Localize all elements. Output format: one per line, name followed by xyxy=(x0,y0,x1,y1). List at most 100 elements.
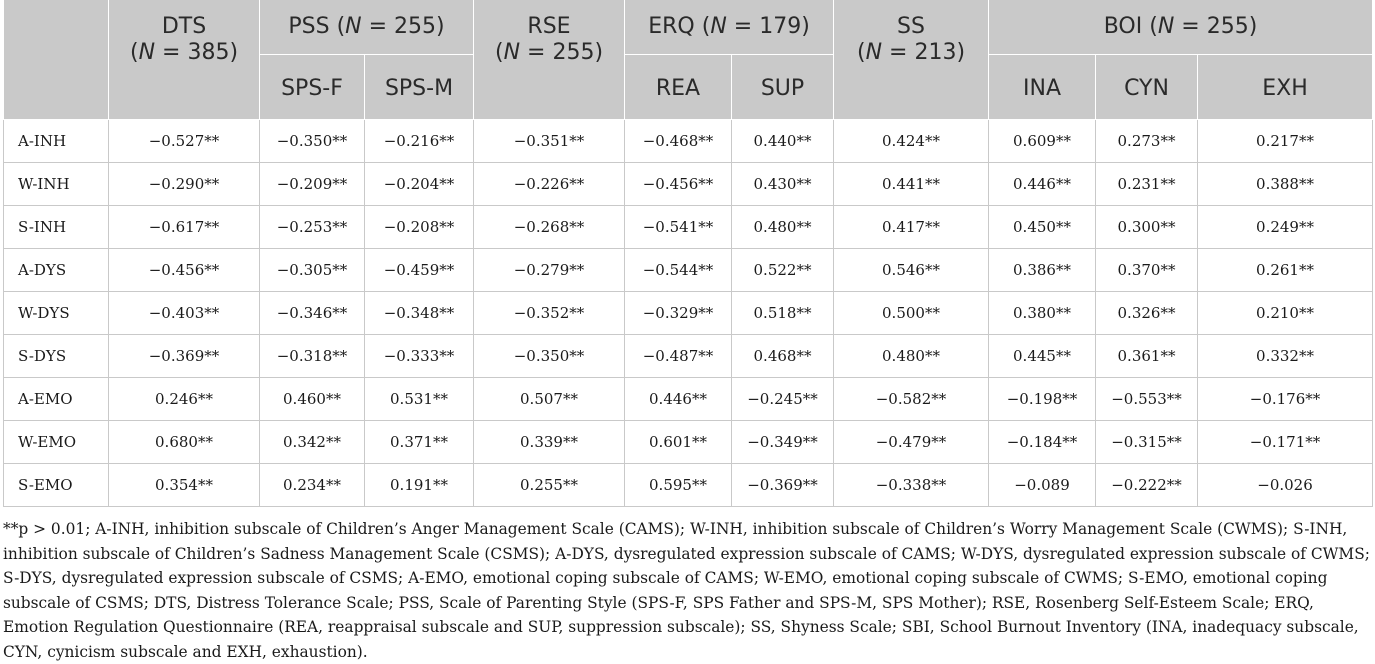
header-erq: ERQ (N = 179) xyxy=(624,0,834,55)
cell: −0.226** xyxy=(473,162,625,206)
cell: 0.468** xyxy=(731,334,834,378)
cell: −0.245** xyxy=(731,377,834,421)
cell: 0.601** xyxy=(624,420,732,464)
row-label-header xyxy=(3,0,109,120)
cell: −0.582** xyxy=(833,377,989,421)
cell: 0.450** xyxy=(988,205,1096,249)
cell: 0.680** xyxy=(108,420,260,464)
cell: 0.500** xyxy=(833,291,989,335)
cell: 0.546** xyxy=(833,248,989,292)
cell: −0.350** xyxy=(473,334,625,378)
header-boi: BOI (N = 255) xyxy=(988,0,1374,55)
cell: −0.369** xyxy=(108,334,260,378)
cell: 0.273** xyxy=(1095,119,1198,163)
subheader-cyn: CYN xyxy=(1095,54,1198,120)
cell: 0.210** xyxy=(1197,291,1374,335)
row-label: W-DYS xyxy=(3,291,109,335)
cell: 0.430** xyxy=(731,162,834,206)
cell: −0.487** xyxy=(624,334,732,378)
cell: 0.354** xyxy=(108,463,260,507)
cell: −0.346** xyxy=(259,291,365,335)
cell: 0.424** xyxy=(833,119,989,163)
cell: 0.388** xyxy=(1197,162,1374,206)
cell: −0.369** xyxy=(731,463,834,507)
cell: −0.208** xyxy=(364,205,474,249)
cell: −0.290** xyxy=(108,162,260,206)
cell: 0.231** xyxy=(1095,162,1198,206)
cell: −0.318** xyxy=(259,334,365,378)
cell: −0.216** xyxy=(364,119,474,163)
header-rse: RSE (N = 255) xyxy=(473,0,625,120)
row-label: A-INH xyxy=(3,119,109,163)
cell: 0.460** xyxy=(259,377,365,421)
cell: −0.351** xyxy=(473,119,625,163)
row-label: S-DYS xyxy=(3,334,109,378)
cell: −0.176** xyxy=(1197,377,1374,421)
cell: 0.246** xyxy=(108,377,260,421)
cell: 0.300** xyxy=(1095,205,1198,249)
cell: 0.342** xyxy=(259,420,365,464)
cell: −0.553** xyxy=(1095,377,1198,421)
cell: −0.279** xyxy=(473,248,625,292)
cell: 0.249** xyxy=(1197,205,1374,249)
cell: 0.326** xyxy=(1095,291,1198,335)
subheader-ina: INA xyxy=(988,54,1096,120)
row-label: A-DYS xyxy=(3,248,109,292)
cell: −0.315** xyxy=(1095,420,1198,464)
row-label: S-EMO xyxy=(3,463,109,507)
header-row-groups: DTS (N = 385) PSS (N = 255) RSE (N = 255) … xyxy=(3,0,1374,120)
cell: 0.191** xyxy=(364,463,474,507)
cell: −0.544** xyxy=(624,248,732,292)
cell: −0.222** xyxy=(1095,463,1198,507)
cell: −0.209** xyxy=(259,162,365,206)
cell: −0.198** xyxy=(988,377,1096,421)
cell: −0.479** xyxy=(833,420,989,464)
cell: −0.329** xyxy=(624,291,732,335)
row-label: W-INH xyxy=(3,162,109,206)
header-row-subscales: SPS-F SPS-M REA SUP INA CYN EXH xyxy=(4,54,1374,120)
cell: 0.255** xyxy=(473,463,625,507)
cell: 0.445** xyxy=(988,334,1096,378)
cell: −0.305** xyxy=(259,248,365,292)
cell: 0.370** xyxy=(1095,248,1198,292)
cell: −0.617** xyxy=(108,205,260,249)
cell: 0.261** xyxy=(1197,248,1374,292)
cell: 0.386** xyxy=(988,248,1096,292)
cell: 0.507** xyxy=(473,377,625,421)
table-footnote: **p > 0.01; A-INH, inhibition subscale o… xyxy=(3,520,1370,661)
table-row: A-DYS −0.456** −0.305** −0.459** −0.279*… xyxy=(3,248,1374,292)
cell: 0.440** xyxy=(731,119,834,163)
cell: −0.026 xyxy=(1197,463,1374,507)
cell: 0.339** xyxy=(473,420,625,464)
cell: −0.348** xyxy=(364,291,474,335)
cell: 0.595** xyxy=(624,463,732,507)
cell: 0.234** xyxy=(259,463,365,507)
header-dts: DTS (N = 385) xyxy=(108,0,260,120)
cell: 0.480** xyxy=(731,205,834,249)
row-label: S-INH xyxy=(3,205,109,249)
cell: 0.446** xyxy=(988,162,1096,206)
cell: −0.456** xyxy=(624,162,732,206)
cell: −0.468** xyxy=(624,119,732,163)
subheader-sps-m: SPS-M xyxy=(364,54,474,120)
cell: −0.352** xyxy=(473,291,625,335)
table-row: S-INH −0.617** −0.253** −0.208** −0.268*… xyxy=(3,205,1374,249)
cell: −0.184** xyxy=(988,420,1096,464)
cell: 0.522** xyxy=(731,248,834,292)
cell: 0.361** xyxy=(1095,334,1198,378)
cell: 0.609** xyxy=(988,119,1096,163)
header-ss: SS (N = 213) xyxy=(833,0,989,120)
cell: 0.480** xyxy=(833,334,989,378)
cell: 0.380** xyxy=(988,291,1096,335)
cell: −0.204** xyxy=(364,162,474,206)
cell: 0.217** xyxy=(1197,119,1374,163)
cell: −0.541** xyxy=(624,205,732,249)
table-row: A-INH −0.527** −0.350** −0.216** −0.351*… xyxy=(3,119,1374,163)
table-row: S-DYS −0.369** −0.318** −0.333** −0.350*… xyxy=(3,334,1374,378)
cell: −0.527** xyxy=(108,119,260,163)
table-row: W-DYS −0.403** −0.346** −0.348** −0.352*… xyxy=(3,291,1374,335)
cell: −0.253** xyxy=(259,205,365,249)
cell: −0.089 xyxy=(988,463,1096,507)
cell: −0.333** xyxy=(364,334,474,378)
cell: −0.171** xyxy=(1197,420,1374,464)
